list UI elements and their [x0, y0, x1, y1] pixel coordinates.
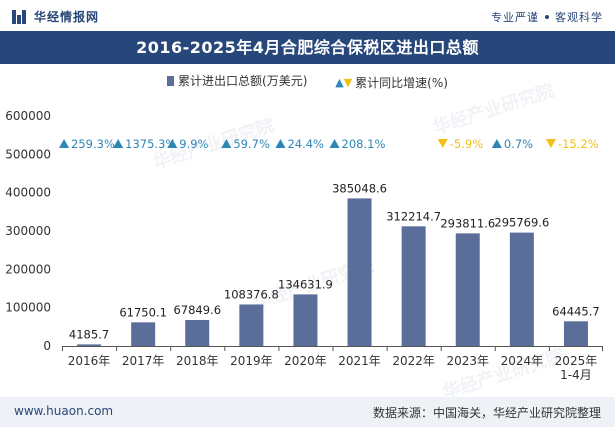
bar: [77, 344, 102, 346]
x-category-label: 2016年: [68, 354, 111, 368]
triangle-down-icon: ▼: [343, 75, 353, 89]
brand-name: 华经情报网: [34, 10, 100, 24]
bar-value-label: 293811.6: [440, 216, 495, 230]
legend-bar-label: 累计进出口总额(万美元): [178, 74, 308, 88]
x-category-label: 1-4月: [560, 368, 592, 382]
legend-item-bar: 累计进出口总额(万美元): [167, 72, 307, 89]
y-tick-label: 100000: [5, 301, 51, 315]
website-link[interactable]: www.huaon.com: [14, 404, 114, 418]
bar-value-label: 134631.9: [278, 277, 333, 291]
bar-value-label: 4185.7: [69, 327, 109, 341]
legend-bar-swatch: [167, 75, 175, 86]
bar: [509, 232, 534, 346]
y-tick-label: 0: [43, 339, 51, 353]
y-tick-label: 500000: [5, 147, 51, 161]
x-category-label: 2022年: [392, 354, 435, 368]
growth-up-marker: [59, 139, 70, 148]
bar-value-label: 295769.6: [494, 216, 549, 230]
bar-chart: 0 100000 200000 300000 400000 500000 600000 418…: [5, 109, 603, 382]
bar: [293, 294, 318, 346]
bar-value-label: 312214.7: [386, 209, 441, 223]
slogan-right: 客观科学: [555, 11, 603, 24]
x-category-label: 2021年: [338, 354, 381, 368]
bar-value-label: 67849.6: [173, 303, 221, 317]
growth-value-label: -15.2%: [558, 137, 599, 151]
footer: www.huaon.com 数据来源：中国海关，华经产业研究院整理: [0, 397, 615, 427]
growth-up-marker: [221, 139, 232, 148]
bar: [131, 322, 156, 346]
y-tick-label: 200000: [5, 262, 51, 276]
bar-value-label: 108376.8: [224, 287, 279, 301]
growth-value-label: 1375.3%: [125, 137, 176, 151]
bar: [401, 226, 426, 346]
y-tick-label: 600000: [5, 109, 51, 123]
x-category-label: 2017年: [122, 354, 165, 368]
legend: 累计进出口总额(万美元) ▲ ▼ 累计同比增速(%): [0, 72, 615, 91]
growth-up-marker: [167, 139, 178, 148]
growth-up-marker: [329, 139, 340, 148]
slogan: 专业严谨 客观科学: [491, 9, 603, 25]
growth-value-label: 59.7%: [233, 137, 270, 151]
growth-up-marker: [113, 139, 124, 148]
logo-icon: [12, 9, 26, 24]
brand: 华经情报网: [12, 8, 99, 25]
triangle-up-icon: ▲: [335, 75, 344, 89]
dot-icon: [545, 15, 549, 19]
bar: [563, 321, 588, 346]
x-category-label: 2020年: [284, 354, 327, 368]
x-category-label: 2025年: [555, 354, 598, 368]
bar-value-label: 385048.6: [332, 181, 387, 195]
top-bar: 华经情报网 专业严谨 客观科学: [0, 0, 615, 30]
growth-value-label: 24.4%: [287, 137, 324, 151]
bar: [185, 319, 210, 346]
growth-up-marker: [275, 139, 286, 148]
x-category-label: 2024年: [501, 354, 544, 368]
growth-value-label: 9.9%: [179, 137, 208, 151]
x-category-label: 2018年: [176, 354, 219, 368]
growth-value-label: 208.1%: [342, 137, 386, 151]
slogan-left: 专业严谨: [491, 11, 539, 24]
bar: [239, 304, 264, 346]
growth-value-label: 259.3%: [71, 137, 115, 151]
growth-down-marker: [437, 139, 448, 148]
growth-up-marker: [491, 139, 502, 148]
growth-down-marker: [545, 139, 556, 148]
growth-value-label: 0.7%: [504, 137, 533, 151]
legend-growth-label: 累计同比增速(%): [355, 75, 448, 90]
x-category-label: 2019年: [230, 354, 273, 368]
bar-value-label: 61750.1: [119, 305, 167, 319]
y-tick-label: 400000: [5, 186, 51, 200]
bar: [347, 198, 372, 346]
chart-title: 2016-2025年4月合肥综合保税区进出口总额: [0, 31, 615, 64]
legend-item-growth: ▲ ▼ 累计同比增速(%): [335, 74, 448, 91]
x-category-label: 2023年: [446, 354, 489, 368]
data-source: 数据来源：中国海关，华经产业研究院整理: [372, 406, 601, 420]
growth-value-label: -5.9%: [450, 137, 483, 151]
y-tick-label: 300000: [5, 224, 51, 238]
bar: [455, 233, 480, 346]
bar-value-label: 64445.7: [552, 304, 600, 318]
